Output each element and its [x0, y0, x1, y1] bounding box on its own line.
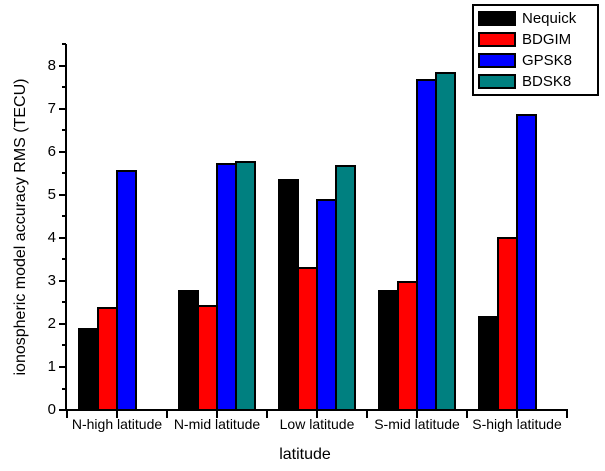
bar-gpsk8-low-latitude: [316, 198, 337, 411]
legend-swatch-bdgim: [478, 32, 516, 47]
x-tick: [116, 411, 118, 418]
x-tick: [566, 411, 568, 418]
bar-gpsk8-s-mid-latitude: [416, 79, 437, 411]
category-label-s-high-latitude: S-high latitude: [472, 416, 562, 432]
bar-nequick-s-high-latitude: [478, 316, 499, 411]
x-tick: [166, 411, 168, 418]
x-tick: [266, 411, 268, 418]
y-minor-tick: [62, 215, 66, 218]
y-major-tick: [59, 409, 66, 411]
bar-bdgim-s-mid-latitude: [397, 281, 418, 411]
y-tick-label: 2: [47, 314, 56, 332]
legend-label-bdsk8: BDSK8: [522, 72, 572, 90]
category-label-n-high-latitude: N-high latitude: [71, 416, 163, 432]
y-minor-tick: [62, 172, 66, 175]
bar-bdgim-s-high-latitude: [497, 236, 518, 411]
legend-item-gpsk8: GPSK8: [478, 50, 597, 71]
y-minor-tick: [62, 129, 66, 132]
y-axis-line: [65, 44, 67, 411]
y-tick-label: 0: [47, 401, 56, 418]
bar-nequick-s-mid-latitude: [378, 289, 399, 411]
legend-label-gpsk8: GPSK8: [522, 51, 573, 69]
y-major-tick: [59, 365, 66, 368]
y-tick-label: 4: [47, 228, 56, 246]
x-tick: [516, 411, 518, 418]
y-tick-label: 6: [47, 142, 56, 160]
y-tick-label: 3: [47, 271, 56, 289]
bar-gpsk8-n-high-latitude: [116, 169, 137, 411]
y-major-tick: [59, 193, 66, 196]
y-minor-tick: [62, 301, 66, 304]
legend-label-nequick: Nequick: [522, 9, 577, 27]
y-axis-title: ionospheric model accuracy RMS (TECU): [12, 78, 29, 376]
legend-swatch-bdsk8: [478, 74, 516, 89]
bar-bdgim-n-high-latitude: [97, 306, 118, 411]
y-major-tick: [59, 236, 66, 239]
x-tick: [416, 411, 418, 418]
y-minor-tick: [62, 43, 66, 45]
bar-nequick-n-mid-latitude: [178, 289, 199, 411]
y-major-tick: [59, 150, 66, 153]
bar-bdsk8-n-mid-latitude: [235, 161, 256, 411]
bar-bdsk8-low-latitude: [335, 164, 356, 411]
y-minor-tick: [62, 86, 66, 88]
x-tick: [216, 411, 218, 418]
x-tick: [66, 411, 68, 418]
y-tick-label: 8: [47, 56, 56, 74]
legend-label-bdgim: BDGIM: [522, 30, 572, 48]
bar-bdgim-low-latitude: [297, 266, 318, 411]
x-tick: [466, 411, 468, 418]
bar-bdgim-n-mid-latitude: [197, 304, 218, 411]
y-minor-tick: [62, 258, 66, 261]
bar-gpsk8-s-high-latitude: [516, 113, 537, 411]
y-major-tick: [59, 107, 66, 110]
category-label-n-mid-latitude: N-mid latitude: [173, 416, 261, 432]
legend-item-nequick: Nequick: [478, 8, 597, 29]
legend-item-bdgim: BDGIM: [478, 29, 597, 50]
bar-nequick-low-latitude: [278, 178, 299, 411]
category-label-s-mid-latitude: S-mid latitude: [374, 416, 460, 432]
y-tick-label: 7: [47, 99, 56, 117]
y-major-tick: [59, 279, 66, 282]
legend: Nequick BDGIM GPSK8 BDSK8: [472, 4, 599, 96]
x-tick: [366, 411, 368, 418]
bar-gpsk8-n-mid-latitude: [216, 163, 237, 411]
legend-swatch-nequick: [478, 11, 516, 26]
bar-nequick-n-high-latitude: [78, 327, 99, 411]
y-minor-tick: [62, 344, 66, 347]
legend-item-bdsk8: BDSK8: [478, 71, 597, 92]
y-tick-label: 1: [47, 357, 56, 375]
y-tick-label: 5: [47, 185, 56, 203]
x-tick: [316, 411, 318, 418]
category-label-low-latitude: Low latitude: [279, 416, 355, 432]
bar-bdsk8-s-mid-latitude: [435, 71, 456, 411]
legend-swatch-gpsk8: [478, 53, 516, 68]
x-axis-title: latitude: [279, 446, 331, 463]
y-major-tick: [59, 322, 66, 325]
y-minor-tick: [62, 387, 66, 390]
y-major-tick: [59, 64, 66, 67]
